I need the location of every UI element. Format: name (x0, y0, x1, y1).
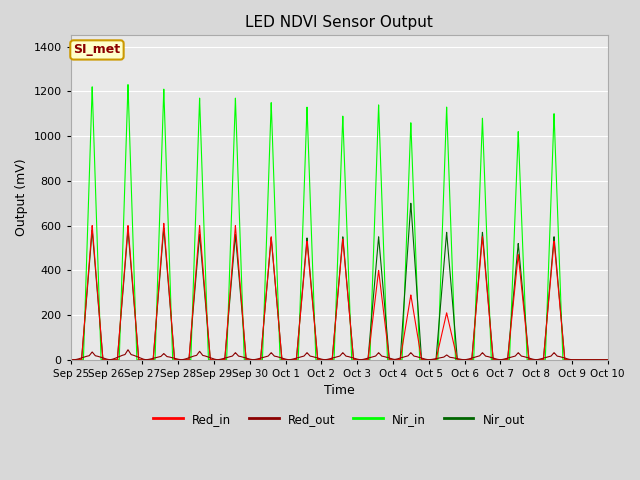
Line: Red_in: Red_in (70, 223, 608, 360)
Red_out (125, 349, 133, 355)
Red_out (84, 353, 92, 359)
Nir_in (185, 357, 193, 363)
Red_out (604, 357, 612, 363)
Red_out (532, 357, 540, 362)
Nir_out (84, 281, 92, 287)
Red_out (351, 356, 358, 361)
Line: Red_out: Red_out (70, 350, 608, 360)
X-axis label: Time: Time (324, 384, 355, 397)
Nir_in (196, 97, 204, 103)
Red_out (196, 348, 204, 354)
Nir_in (604, 357, 612, 363)
Nir_out (185, 357, 193, 363)
Nir_in (67, 357, 74, 363)
Nir_out (67, 357, 74, 363)
Red_in (125, 238, 133, 244)
Line: Nir_out: Nir_out (70, 203, 608, 360)
Nir_out (604, 357, 612, 363)
Nir_out (351, 357, 358, 363)
Title: LED NDVI Sensor Output: LED NDVI Sensor Output (245, 15, 433, 30)
Red_in (185, 357, 193, 363)
Red_in (67, 357, 74, 363)
Nir_in (351, 357, 358, 363)
Nir_out (532, 357, 540, 363)
Red_out (185, 355, 193, 361)
Red_in (160, 220, 168, 226)
Red_in (351, 357, 358, 363)
Red_out (67, 357, 74, 363)
Nir_in (124, 82, 132, 87)
Nir_out (196, 232, 204, 238)
Red_in (196, 223, 204, 229)
Y-axis label: Output (mV): Output (mV) (15, 159, 28, 236)
Red_in (84, 278, 92, 284)
Nir_out (407, 200, 415, 206)
Text: SI_met: SI_met (74, 44, 120, 57)
Nir_in (125, 121, 133, 127)
Red_in (532, 357, 540, 363)
Legend: Red_in, Red_out, Nir_in, Nir_out: Red_in, Red_out, Nir_in, Nir_out (148, 408, 530, 431)
Red_out (124, 347, 132, 353)
Line: Nir_in: Nir_in (70, 84, 608, 360)
Nir_out (125, 242, 133, 248)
Nir_in (84, 220, 92, 226)
Nir_in (532, 357, 540, 363)
Red_in (604, 357, 612, 363)
